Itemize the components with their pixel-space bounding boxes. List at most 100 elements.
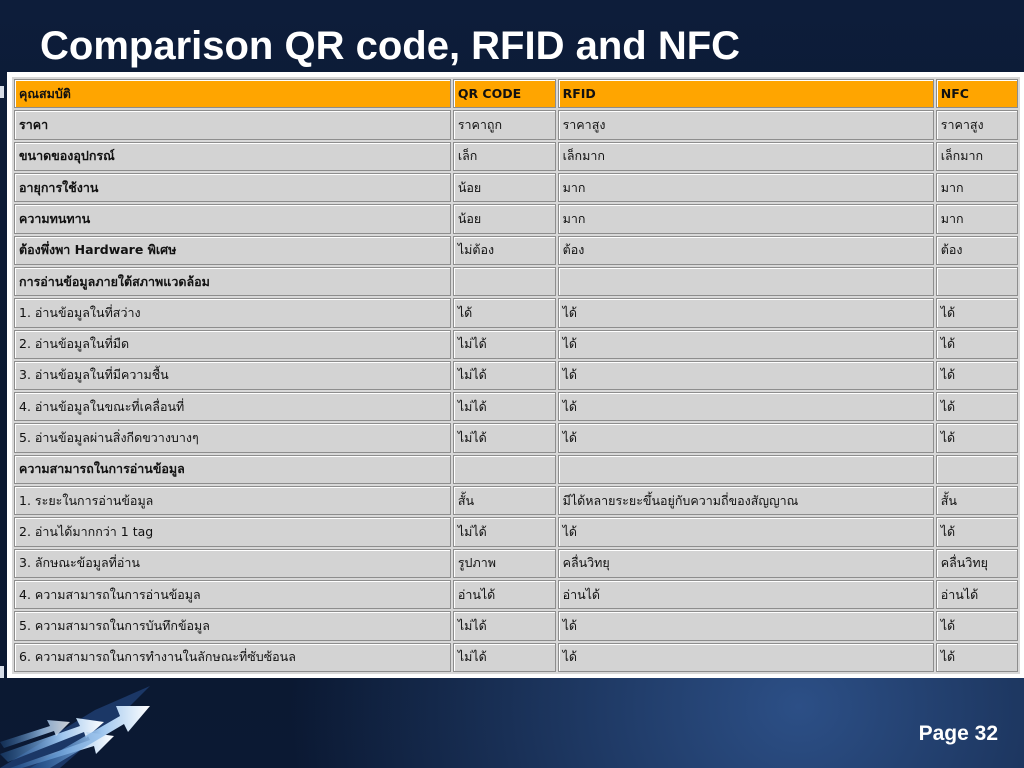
property-cell: ความทนทาน	[14, 204, 451, 234]
rfid-cell: ได้	[557, 423, 934, 453]
nfc-cell	[935, 454, 1018, 485]
table-row: ความสามารถในการอ่านข้อมูล	[14, 454, 1018, 485]
property-cell: ความสามารถในการอ่านข้อมูล	[14, 454, 451, 485]
nfc-cell: ได้	[935, 611, 1018, 641]
property-cell: 4. อ่านข้อมูลในขณะที่เคลื่อนที่	[14, 392, 451, 422]
nfc-cell: สั้น	[935, 486, 1018, 516]
rfid-cell: มาก	[557, 172, 934, 203]
property-cell: 6. ความสามารถในการทำงานในลักษณะที่ซับซ้อ…	[14, 642, 451, 672]
qr-code-cell: ไม่ได้	[452, 329, 556, 359]
nfc-cell: ได้	[935, 392, 1018, 422]
arrows-icon	[0, 686, 150, 768]
rfid-cell: ได้	[557, 642, 934, 672]
qr-code-cell: ไม่ได้	[452, 642, 556, 672]
table-row: 6. ความสามารถในการทำงานในลักษณะที่ซับซ้อ…	[14, 642, 1018, 672]
table-row: ราคา ราคาถูก ราคาสูง ราคาสูง	[14, 110, 1018, 140]
rfid-cell: ราคาสูง	[557, 110, 934, 140]
qr-code-cell: ไม่ได้	[452, 517, 556, 547]
property-cell: 2. อ่านข้อมูลในที่มืด	[14, 329, 451, 359]
rfid-cell: ต้อง	[557, 235, 934, 265]
table-row: อายุการใช้งาน น้อย มาก มาก	[14, 172, 1018, 203]
rfid-cell: เล็กมาก	[557, 141, 934, 171]
property-cell: 1. อ่านข้อมูลในที่สว่าง	[14, 298, 451, 328]
property-cell: อายุการใช้งาน	[14, 172, 451, 203]
property-cell: 3. ลักษณะข้อมูลที่อ่าน	[14, 548, 451, 578]
header-cell-property: คุณสมบัติ	[14, 79, 451, 109]
comparison-table-container: คุณสมบัติ QR CODE RFID NFC ราคา ราคาถูก รา…	[12, 77, 1020, 674]
table-row: ขนาดของอุปกรณ์ เล็ก เล็กมาก เล็กมาก	[14, 141, 1018, 171]
property-cell: ขนาดของอุปกรณ์	[14, 141, 451, 171]
qr-code-cell: เล็ก	[452, 141, 556, 171]
rfid-cell: ได้	[557, 611, 934, 641]
table-row: ต้องพึ่งพา Hardware พิเศษ ไม่ต้อง ต้อง ต้อง	[14, 235, 1018, 265]
edge-mark	[0, 666, 4, 678]
rfid-cell: ได้	[557, 329, 934, 359]
rfid-cell: มาก	[557, 204, 934, 234]
property-cell: 5. ความสามารถในการบันทึกข้อมูล	[14, 611, 451, 641]
property-cell: 2. อ่านได้มากกว่า 1 tag	[14, 517, 451, 547]
nfc-cell: ได้	[935, 517, 1018, 547]
table-row: 5. อ่านข้อมูลผ่านสิ่งกีดขวางบางๆ ไม่ได้ ได…	[14, 423, 1018, 453]
table-row: 1. อ่านข้อมูลในที่สว่าง ได้ ได้ ได้	[14, 298, 1018, 328]
table-row: 2. อ่านข้อมูลในที่มืด ไม่ได้ ได้ ได้	[14, 329, 1018, 359]
qr-code-cell: สั้น	[452, 486, 556, 516]
nfc-cell: ได้	[935, 642, 1018, 672]
table-row: 5. ความสามารถในการบันทึกข้อมูล ไม่ได้ ได้ไ…	[14, 611, 1018, 641]
nfc-cell: ต้อง	[935, 235, 1018, 265]
header-cell-qr-code: QR CODE	[452, 79, 556, 109]
property-cell: การอ่านข้อมูลภายใต้สภาพแวดล้อม	[14, 266, 451, 297]
property-cell: ต้องพึ่งพา Hardware พิเศษ	[14, 235, 451, 265]
rfid-cell: ได้	[557, 392, 934, 422]
nfc-cell: ได้	[935, 423, 1018, 453]
qr-code-cell: ราคาถูก	[452, 110, 556, 140]
nfc-cell: ได้	[935, 298, 1018, 328]
qr-code-cell	[452, 454, 556, 485]
rfid-cell	[557, 266, 934, 297]
property-cell: 1. ระยะในการอ่านข้อมูล	[14, 486, 451, 516]
nfc-cell: เล็กมาก	[935, 141, 1018, 171]
header-cell-rfid: RFID	[557, 79, 934, 109]
qr-code-cell: อ่านได้	[452, 580, 556, 610]
nfc-cell: ราคาสูง	[935, 110, 1018, 140]
nfc-cell: ได้	[935, 360, 1018, 391]
property-cell: 4. ความสามารถในการอ่านข้อมูล	[14, 580, 451, 610]
table-row: การอ่านข้อมูลภายใต้สภาพแวดล้อม	[14, 266, 1018, 297]
comparison-table-frame: คุณสมบัติ QR CODE RFID NFC ราคา ราคาถูก รา…	[7, 72, 1024, 678]
property-cell: ราคา	[14, 110, 451, 140]
table-header-row: คุณสมบัติ QR CODE RFID NFC	[14, 79, 1018, 109]
qr-code-cell: ไม่ได้	[452, 392, 556, 422]
nfc-cell: มาก	[935, 204, 1018, 234]
rfid-cell	[557, 454, 934, 485]
qr-code-cell: ไม่ต้อง	[452, 235, 556, 265]
qr-code-cell: รูปภาพ	[452, 548, 556, 578]
table-row: 4. ความสามารถในการอ่านข้อมูล อ่านได้ อ่านไ…	[14, 580, 1018, 610]
nfc-cell	[935, 266, 1018, 297]
rfid-cell: อ่านได้	[557, 580, 934, 610]
table-row: 4. อ่านข้อมูลในขณะที่เคลื่อนที่ ไม่ได้ ได้…	[14, 392, 1018, 422]
property-cell: 5. อ่านข้อมูลผ่านสิ่งกีดขวางบางๆ	[14, 423, 451, 453]
slide-title: Comparison QR code, RFID and NFC	[40, 24, 741, 68]
rfid-cell: มีได้หลายระยะขึ้นอยู่กับความถี่ของสัญญาณ	[557, 486, 934, 516]
qr-code-cell: น้อย	[452, 204, 556, 234]
qr-code-cell: ไม่ได้	[452, 423, 556, 453]
comparison-table: คุณสมบัติ QR CODE RFID NFC ราคา ราคาถูก รา…	[12, 77, 1020, 674]
rfid-cell: ได้	[557, 360, 934, 391]
nfc-cell: ได้	[935, 329, 1018, 359]
qr-code-cell: ได้	[452, 298, 556, 328]
property-cell: 3. อ่านข้อมูลในที่มีความชื้น	[14, 360, 451, 391]
rfid-cell: ได้	[557, 298, 934, 328]
qr-code-cell: ไม่ได้	[452, 611, 556, 641]
table-row: 3. ลักษณะข้อมูลที่อ่าน รูปภาพ คลื่นวิทยุ คล…	[14, 548, 1018, 578]
nfc-cell: อ่านได้	[935, 580, 1018, 610]
rfid-cell: คลื่นวิทยุ	[557, 548, 934, 578]
edge-mark	[0, 86, 4, 98]
table-row: 3. อ่านข้อมูลในที่มีความชื้น ไม่ได้ ได้ ได้	[14, 360, 1018, 391]
rfid-cell: ได้	[557, 517, 934, 547]
qr-code-cell: ไม่ได้	[452, 360, 556, 391]
qr-code-cell: น้อย	[452, 172, 556, 203]
nfc-cell: มาก	[935, 172, 1018, 203]
page-number: Page 32	[918, 722, 998, 745]
table-row: 2. อ่านได้มากกว่า 1 tag ไม่ได้ ได้ ได้	[14, 517, 1018, 547]
nfc-cell: คลื่นวิทยุ	[935, 548, 1018, 578]
